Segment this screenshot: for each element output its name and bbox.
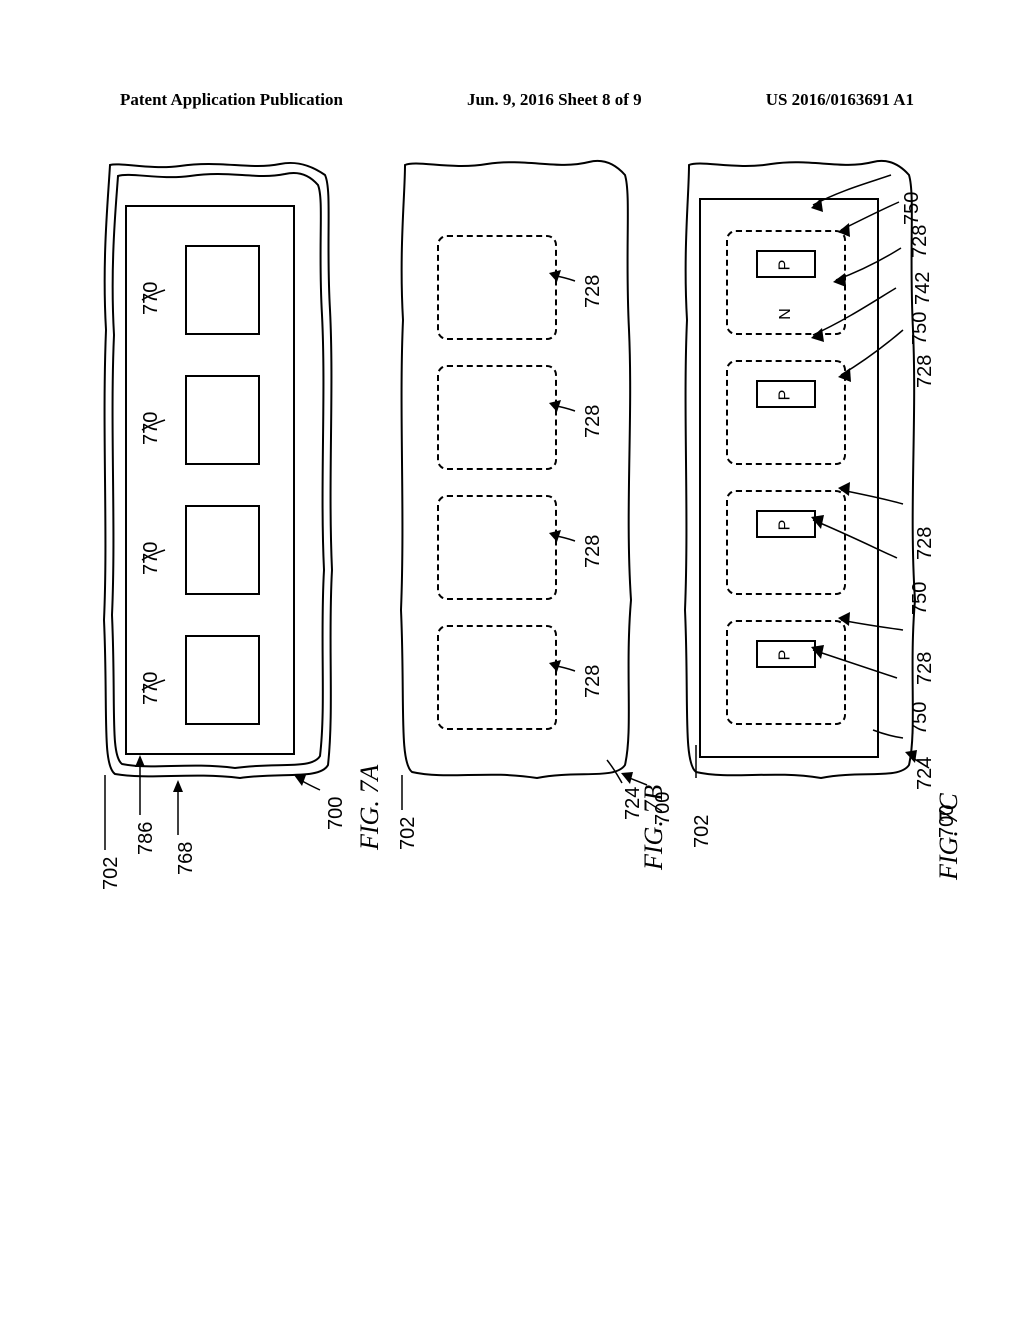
p-label-2: P xyxy=(776,390,794,401)
cell-728-b2 xyxy=(437,365,557,470)
substrate-7c: P N P P P 750 728 xyxy=(661,150,921,790)
cell-728-b4 xyxy=(437,625,557,730)
header-left: Patent Application Publication xyxy=(120,90,343,110)
label-728-b3: 728 xyxy=(582,535,605,568)
label-750-c4: 750 xyxy=(909,702,932,735)
label-728-c4: 728 xyxy=(914,652,937,685)
label-786: 786 xyxy=(135,822,158,855)
label-700-a: 700 xyxy=(325,797,348,830)
label-742: 742 xyxy=(912,272,935,305)
cell-770-3 xyxy=(185,505,260,595)
label-728-b2: 728 xyxy=(582,405,605,438)
label-750-c1: 750 xyxy=(901,192,924,225)
caption-7b: FIG. 7B xyxy=(639,785,669,870)
label-728-b4: 728 xyxy=(582,665,605,698)
label-702-a: 702 xyxy=(100,857,123,890)
cell-770-4 xyxy=(185,635,260,725)
n-label: N xyxy=(776,308,794,320)
label-702-c: 702 xyxy=(691,815,714,848)
p-label-1: P xyxy=(776,260,794,271)
p-label-3: P xyxy=(776,520,794,531)
label-750-c3: 750 xyxy=(909,582,932,615)
label-724-c: 724 xyxy=(914,757,937,790)
page-header: Patent Application Publication Jun. 9, 2… xyxy=(0,90,1024,110)
substrate-7b: 728 728 728 728 702 724 700 xyxy=(377,150,637,790)
cell-728-c4 xyxy=(726,620,846,725)
label-770-4: 770 xyxy=(140,672,163,705)
cell-770-2 xyxy=(185,375,260,465)
caption-7c: FIG. 7C xyxy=(934,793,964,880)
label-728-c3: 728 xyxy=(914,527,937,560)
cell-728-c3 xyxy=(726,490,846,595)
label-768: 768 xyxy=(175,842,198,875)
substrate-7a: 770 770 770 770 786 768 702 700 xyxy=(80,150,340,790)
figure-7a: 770 770 770 770 786 768 702 700 FIG. 7A xyxy=(80,150,369,790)
figure-area: 770 770 770 770 786 768 702 700 FIG. 7A xyxy=(80,150,950,1180)
label-728-c1: 728 xyxy=(909,225,932,258)
label-728-b1: 728 xyxy=(582,275,605,308)
label-770-1: 770 xyxy=(140,282,163,315)
p-label-4: P xyxy=(776,650,794,661)
label-702-b: 702 xyxy=(397,817,420,850)
header-center: Jun. 9, 2016 Sheet 8 of 9 xyxy=(467,90,642,110)
cell-728-c2 xyxy=(726,360,846,465)
header-right: US 2016/0163691 A1 xyxy=(766,90,914,110)
cell-728-b3 xyxy=(437,495,557,600)
label-770-2: 770 xyxy=(140,412,163,445)
figure-7c: P N P P P 750 728 xyxy=(661,150,950,790)
label-728-c2: 728 xyxy=(914,355,937,388)
figure-7b: 728 728 728 728 702 724 700 FIG. 7B xyxy=(377,150,652,790)
label-750-c2: 750 xyxy=(909,312,932,345)
label-770-3: 770 xyxy=(140,542,163,575)
cell-770-1 xyxy=(185,245,260,335)
cell-728-b1 xyxy=(437,235,557,340)
